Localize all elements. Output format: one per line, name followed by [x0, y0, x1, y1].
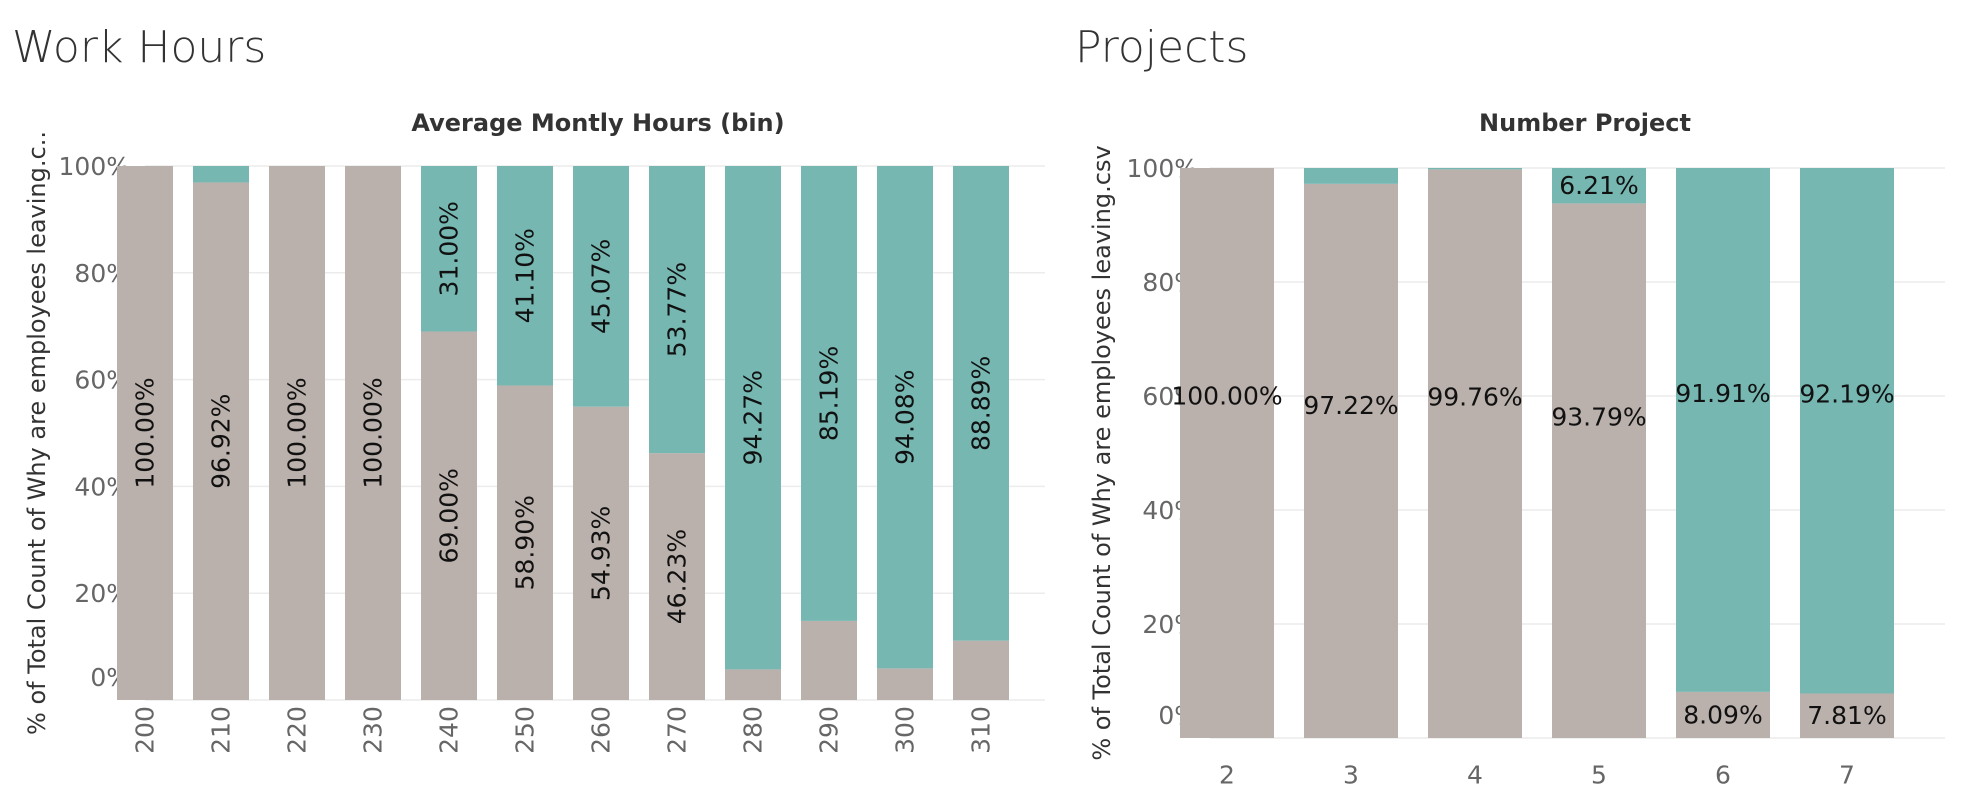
projects-x-tick-label: 7: [1839, 761, 1855, 790]
projects-data-label: 99.76%: [1427, 382, 1522, 411]
hours-bar-left-300: [877, 166, 933, 669]
projects-x-tick-label: 6: [1715, 761, 1731, 790]
projects-bar-stay-2: [1180, 168, 1274, 738]
hours-x-tick-label: 300: [891, 706, 920, 754]
hours-bar-stay-300: [877, 668, 933, 700]
hours-data-label: 100.00%: [283, 377, 312, 488]
projects-bar-left-6: [1676, 168, 1770, 692]
hours-bar-stay-290: [801, 620, 857, 700]
hours-data-label: 88.89%: [967, 356, 996, 451]
projects-bar-left-4: [1428, 168, 1522, 170]
hours-data-label: 46.23%: [663, 529, 692, 624]
hours-x-tick-label: 210: [207, 706, 236, 754]
projects-bar-stay-7: [1800, 693, 1894, 738]
hours-x-tick-label: 310: [967, 706, 996, 754]
projects-data-label: 92.19%: [1799, 379, 1894, 408]
projects-bar-stay-4: [1428, 169, 1522, 739]
hours-bar-left-250: [497, 166, 553, 386]
hours-x-tick-label: 280: [739, 706, 768, 754]
hours-data-label: 100.00%: [359, 377, 388, 488]
projects-data-label: 8.09%: [1683, 700, 1762, 729]
hours-x-tick-label: 260: [587, 706, 616, 754]
hours-x-tick-label: 290: [815, 706, 844, 754]
hours-bar-stay-260: [573, 406, 629, 700]
projects-x-tick-label: 2: [1219, 761, 1235, 790]
hours-data-label: 69.00%: [435, 468, 464, 563]
projects-bar-stay-5: [1552, 203, 1646, 739]
hours-data-label: 96.92%: [207, 394, 236, 489]
hours-data-label: 45.07%: [587, 239, 616, 334]
projects-bar-stay-3: [1304, 183, 1398, 738]
hours-data-label: 100.00%: [131, 377, 160, 488]
work-hours-title: Work Hours: [12, 22, 267, 73]
projects-y-axis-title: % of Total Count of Why are employees le…: [1088, 145, 1116, 760]
hours-bar-stay-200: [117, 166, 173, 700]
hours-data-label: 54.93%: [587, 506, 616, 601]
hours-x-tick-label: 270: [663, 706, 692, 754]
hours-bar-left-270: [649, 166, 705, 454]
projects-data-label: 6.21%: [1559, 171, 1638, 200]
projects-data-label: 100.00%: [1171, 382, 1282, 411]
hours-bar-left-290: [801, 166, 857, 621]
hours-x-tick-label: 250: [511, 706, 540, 754]
projects-chart: Number Project % of Total Count of Why ar…: [1088, 109, 1945, 790]
projects-bar-left-7: [1800, 168, 1894, 694]
hours-data-label: 53.77%: [663, 262, 692, 357]
projects-bar-stay-6: [1676, 691, 1770, 738]
hours-x-tick-label: 220: [283, 706, 312, 754]
hours-bar-stay-280: [725, 669, 781, 700]
hours-column-title: Average Montly Hours (bin): [411, 109, 784, 137]
projects-x-tick-label: 4: [1467, 761, 1483, 790]
hours-x-tick-label: 230: [359, 706, 388, 754]
hours-data-label: 85.19%: [815, 346, 844, 441]
hours-bar-stay-250: [497, 385, 553, 700]
hours-bar-left-240: [421, 166, 477, 332]
projects-data-label: 93.79%: [1551, 403, 1646, 432]
projects-data-label: 97.22%: [1303, 391, 1398, 420]
hours-bar-stay-230: [345, 166, 401, 700]
hours-data-label: 31.00%: [435, 201, 464, 296]
hours-bar-left-280: [725, 166, 781, 670]
hours-y-axis-title: % of Total Count of Why are employees le…: [23, 131, 51, 735]
projects-data-label: 7.81%: [1807, 701, 1886, 730]
projects-title: Projects: [1075, 22, 1249, 73]
hours-data-label: 94.08%: [891, 370, 920, 465]
hours-x-tick-label: 200: [131, 706, 160, 754]
projects-data-label: 91.91%: [1675, 379, 1770, 408]
hours-bar-stay-210: [193, 182, 249, 700]
hours-data-label: 41.10%: [511, 228, 540, 323]
hours-bar-left-210: [193, 166, 249, 183]
hours-bar-stay-310: [953, 640, 1009, 700]
hours-bar-stay-220: [269, 166, 325, 700]
hours-data-label: 94.27%: [739, 370, 768, 465]
hours-data-label: 58.90%: [511, 495, 540, 590]
hours-bar-stay-240: [421, 331, 477, 700]
projects-x-tick-label: 5: [1591, 761, 1607, 790]
hours-bar-stay-270: [649, 453, 705, 700]
projects-bar-left-5: [1552, 168, 1646, 204]
hours-bar-left-260: [573, 166, 629, 407]
projects-column-title: Number Project: [1479, 109, 1691, 137]
work-hours-chart: Average Montly Hours (bin) % of Total Cou…: [23, 109, 1045, 754]
hours-bar-left-310: [953, 166, 1009, 641]
hours-x-tick-label: 240: [435, 706, 464, 754]
projects-x-tick-label: 3: [1343, 761, 1359, 790]
projects-bar-left-3: [1304, 168, 1398, 184]
